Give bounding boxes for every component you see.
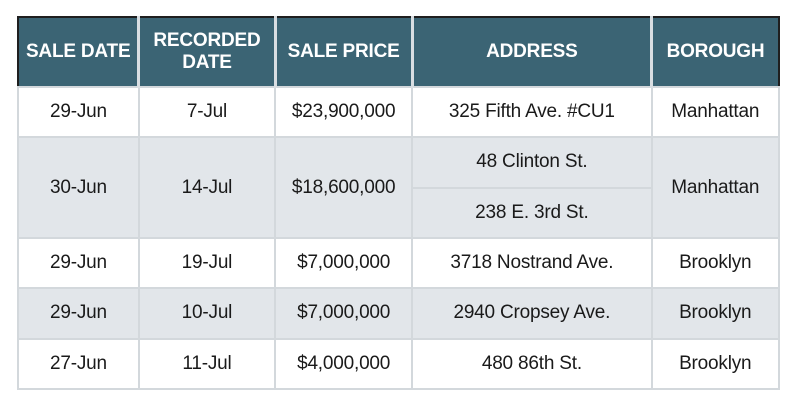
table-row: 27-Jun 11-Jul $4,000,000 480 86th St. Br… <box>17 337 780 391</box>
cell-sale-price: $7,000,000 <box>274 287 414 340</box>
cell-sale-date: 30-Jun <box>17 136 140 239</box>
table-row: 29-Jun 7-Jul $23,900,000 325 Fifth Ave. … <box>17 85 780 139</box>
cell-recorded-date: 7-Jul <box>137 85 277 139</box>
header-sale-date: SALE DATE <box>18 17 141 87</box>
cell-sale-date: 29-Jun <box>17 85 140 139</box>
cell-address: 325 Fifth Ave. #CU1 <box>411 85 653 139</box>
cell-sale-date: 29-Jun <box>17 236 140 290</box>
header-borough: BOROUGH <box>650 17 779 87</box>
sales-table-container: SALE DATE RECORDED DATE SALE PRICE ADDRE… <box>17 16 780 391</box>
table-row: 29-Jun 19-Jul $7,000,000 3718 Nostrand A… <box>17 236 780 290</box>
cell-borough: Brooklyn <box>650 337 780 391</box>
cell-borough: Manhattan <box>650 136 780 239</box>
cell-address: 480 86th St. <box>411 337 653 391</box>
cell-recorded-date: 10-Jul <box>137 287 277 340</box>
cell-borough: Brooklyn <box>650 236 780 290</box>
property-sales-table: SALE DATE RECORDED DATE SALE PRICE ADDRE… <box>17 16 780 391</box>
cell-address: 3718 Nostrand Ave. <box>411 236 653 290</box>
cell-address: 48 Clinton St. <box>411 136 653 189</box>
cell-borough: Brooklyn <box>650 287 780 340</box>
header-address: ADDRESS <box>410 17 654 87</box>
table-row: 29-Jun 10-Jul $7,000,000 2940 Cropsey Av… <box>17 287 780 340</box>
cell-borough: Manhattan <box>650 85 780 139</box>
header-sale-price: SALE PRICE <box>273 17 414 87</box>
cell-recorded-date: 11-Jul <box>137 337 277 391</box>
header-recorded-date: RECORDED DATE <box>137 17 277 87</box>
cell-recorded-date: 19-Jul <box>137 236 277 290</box>
table-header-row: SALE DATE RECORDED DATE SALE PRICE ADDRE… <box>18 17 779 87</box>
table-row-continuation: 238 E. 3rd St. <box>18 186 779 239</box>
cell-sale-date: 29-Jun <box>17 287 140 340</box>
cell-sale-price: $7,000,000 <box>274 236 414 290</box>
cell-sale-price: $18,600,000 <box>274 136 414 239</box>
cell-address: 2940 Cropsey Ave. <box>411 287 653 340</box>
header-recorded-line-1: RECORDED <box>153 30 261 51</box>
cell-sale-date: 27-Jun <box>17 337 140 391</box>
cell-recorded-date: 14-Jul <box>137 136 277 239</box>
header-recorded-line-2: DATE <box>182 52 232 73</box>
table-row: 30-Jun 14-Jul $18,600,000 48 Clinton St.… <box>17 136 780 239</box>
cell-sale-price: $4,000,000 <box>274 337 414 391</box>
cell-address: 238 E. 3rd St. <box>411 186 653 239</box>
cell-sale-price: $23,900,000 <box>274 85 414 139</box>
